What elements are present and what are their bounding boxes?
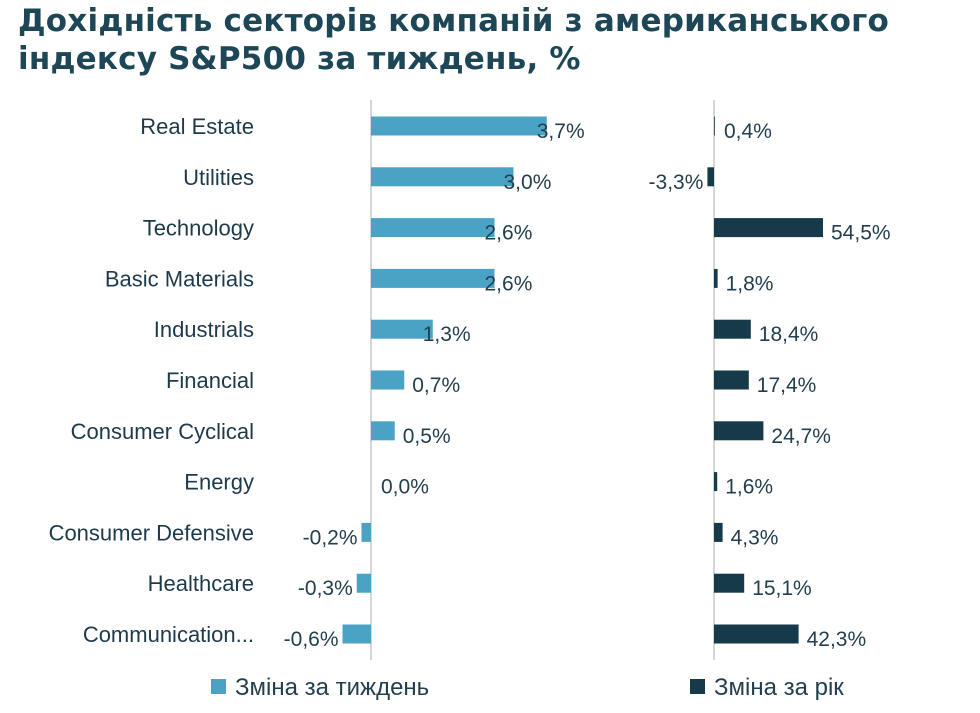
data-label-year-communication: 42,3% <box>807 628 867 651</box>
bar-year-basic-materials <box>714 268 718 288</box>
bar-week-basic-materials <box>371 268 495 288</box>
bar-year-communication <box>714 624 799 644</box>
category-label-consumer-cyclical: Consumer Cyclical <box>71 419 254 444</box>
category-label-industrials: Industrials <box>154 317 254 342</box>
bar-week-consumer-cyclical <box>371 421 395 441</box>
legend-swatch-week <box>211 679 226 694</box>
category-label-real-estate: Real Estate <box>140 114 254 139</box>
category-label-basic-materials: Basic Materials <box>105 266 254 291</box>
data-label-week-financial: 0,7% <box>412 374 460 397</box>
category-label-technology: Technology <box>143 216 254 241</box>
legend-swatch-year <box>690 679 705 694</box>
bar-week-utilities <box>371 167 514 187</box>
data-label-week-communication: -0,6% <box>284 628 339 651</box>
bar-year-industrials <box>714 319 751 339</box>
category-label-healthcare: Healthcare <box>148 571 254 596</box>
chart-title: Дохідність секторів компаній з американс… <box>18 3 890 77</box>
bar-week-consumer-defensive <box>361 522 371 542</box>
data-label-year-healthcare: 15,1% <box>752 577 812 600</box>
data-label-week-healthcare: -0,3% <box>298 577 353 600</box>
bar-year-utilities <box>707 167 714 187</box>
data-label-year-basic-materials: 1,8% <box>726 272 774 295</box>
bar-week-technology <box>371 218 495 238</box>
bar-year-energy <box>714 472 718 492</box>
category-label-consumer-defensive: Consumer Defensive <box>49 520 254 545</box>
legend-label-week: Зміна за тиждень <box>235 674 429 701</box>
data-label-week-industrials: 1,3% <box>423 323 471 346</box>
data-label-week-utilities: 3,0% <box>504 171 552 194</box>
bar-year-consumer-defensive <box>714 522 723 542</box>
data-label-week-real-estate: 3,7% <box>537 120 585 143</box>
bar-year-financial <box>714 370 749 390</box>
bar-week-industrials <box>371 319 433 339</box>
data-label-year-real-estate: 0,4% <box>724 120 772 143</box>
data-label-week-energy: 0,0% <box>381 476 429 499</box>
data-label-year-utilities: -3,3% <box>649 171 704 194</box>
bar-week-financial <box>371 370 405 390</box>
category-label-energy: Energy <box>184 470 254 495</box>
bar-week-communication <box>342 624 371 644</box>
bar-year-technology <box>714 218 823 238</box>
data-label-week-basic-materials: 2,6% <box>485 272 533 295</box>
category-label-financial: Financial <box>166 368 254 393</box>
data-label-year-consumer-cyclical: 24,7% <box>771 425 831 448</box>
data-label-week-technology: 2,6% <box>485 222 533 245</box>
data-label-week-consumer-cyclical: 0,5% <box>403 425 451 448</box>
bar-year-healthcare <box>714 573 745 593</box>
data-label-year-energy: 1,6% <box>725 476 773 499</box>
legend-label-year: Зміна за рік <box>714 674 844 701</box>
data-label-year-industrials: 18,4% <box>759 323 819 346</box>
category-label-utilities: Utilities <box>183 165 254 190</box>
data-label-week-consumer-defensive: -0,2% <box>303 526 358 549</box>
bar-year-real-estate <box>714 116 715 136</box>
data-label-year-financial: 17,4% <box>757 374 817 397</box>
bar-week-real-estate <box>371 116 547 136</box>
data-label-year-consumer-defensive: 4,3% <box>731 526 779 549</box>
category-label-communication: Communication... <box>83 622 254 647</box>
bar-week-healthcare <box>356 573 371 593</box>
bar-year-consumer-cyclical <box>714 421 764 441</box>
data-label-year-technology: 54,5% <box>831 222 891 245</box>
